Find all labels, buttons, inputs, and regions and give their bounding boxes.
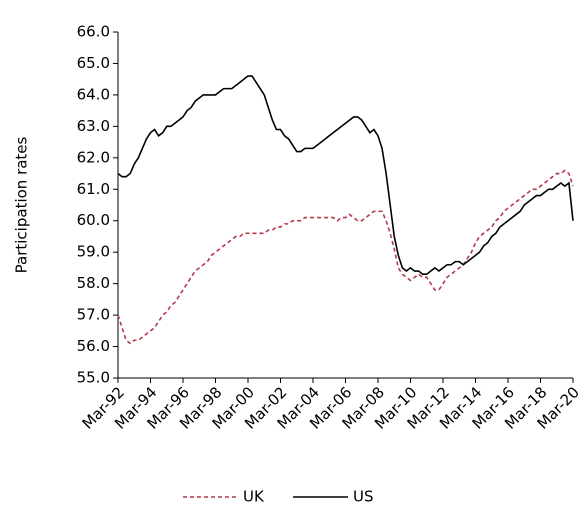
line-series (117, 169, 574, 345)
y-tick-label: 61.0 (77, 180, 110, 198)
y-tick-label: 65.0 (77, 54, 110, 72)
y-tick-label: 58.0 (77, 274, 110, 292)
line-series (117, 75, 574, 275)
y-tick-label: 60.0 (77, 211, 110, 229)
legend-label: US (353, 488, 374, 506)
y-axis-label: Participation rates (13, 136, 31, 273)
y-tick-label: 66.0 (77, 23, 110, 41)
y-tick-label: 55.0 (77, 369, 110, 387)
y-tick-label: 57.0 (77, 306, 110, 324)
legend-label: UK (243, 488, 265, 506)
y-tick-label: 59.0 (77, 243, 110, 261)
y-tick-label: 56.0 (77, 337, 110, 355)
y-tick-label: 62.0 (77, 148, 110, 166)
y-tick-label: 64.0 (77, 85, 110, 103)
y-tick-label: 63.0 (77, 117, 110, 135)
